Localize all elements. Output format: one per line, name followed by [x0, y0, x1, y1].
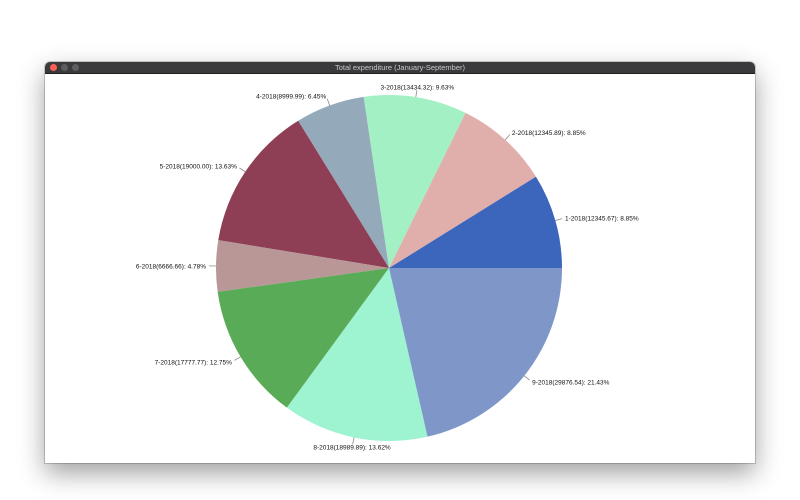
- slice-label-9: 9-2018(29876.54): 21.43%: [532, 380, 610, 387]
- pie-slice-6[interactable]: [216, 240, 389, 292]
- slice-label-4: 4-2018(8999.99): 6.45%: [256, 94, 326, 101]
- pie-labels: 1-2018(12345.67): 8.85% 2-2018(12345.89):…: [136, 85, 639, 452]
- title-bar[interactable]: Total expenditure (January-September): [45, 62, 755, 74]
- pie-slice-9[interactable]: [389, 268, 562, 437]
- close-window-button[interactable]: [50, 64, 57, 71]
- leader-line-3: [415, 90, 418, 98]
- leader-line-8: [352, 437, 355, 445]
- pie-slice-3[interactable]: [363, 94, 466, 268]
- slice-label-5: 5-2018(19000.00): 13.63%: [160, 164, 238, 171]
- leader-line-2: [504, 134, 511, 141]
- minimize-window-button[interactable]: [61, 64, 68, 71]
- window-title: Total expenditure (January-September): [334, 63, 466, 72]
- slice-label-3: 3-2018(13434.32): 9.63%: [380, 85, 454, 92]
- chart-area: 1-2018(12345.67): 8.85% 2-2018(12345.89):…: [45, 74, 755, 463]
- slice-label-8: 8-2018(18989.89): 13.62%: [313, 445, 391, 452]
- zoom-window-button[interactable]: [72, 64, 79, 71]
- pie-slice-8[interactable]: [286, 268, 428, 442]
- leader-line-1: [555, 218, 563, 221]
- slice-label-1: 1-2018(12345.67): 8.85%: [565, 215, 639, 222]
- slice-label-7: 7-2018(17777.77): 12.75%: [155, 359, 233, 366]
- pie-slice-1[interactable]: [389, 176, 562, 268]
- slice-label-6: 6-2018(6666.66): 4.78%: [136, 263, 206, 270]
- app-window: Total expenditure (January-September) 1-…: [45, 62, 755, 463]
- slice-label-2: 2-2018(12345.89): 8.85%: [512, 130, 586, 137]
- leader-line-9: [524, 375, 530, 381]
- leader-line-5: [239, 167, 246, 173]
- pie-slice-4[interactable]: [298, 96, 389, 269]
- pie-slice-2[interactable]: [389, 112, 536, 268]
- pie-slices: [216, 94, 562, 442]
- pie-slice-7[interactable]: [217, 268, 389, 408]
- leader-line-7: [234, 356, 241, 361]
- leader-line-4: [326, 98, 331, 106]
- pie-leader-lines: [209, 90, 563, 445]
- pie-slice-5[interactable]: [218, 120, 389, 268]
- pie-chart: 1-2018(12345.67): 8.85% 2-2018(12345.89):…: [136, 85, 639, 452]
